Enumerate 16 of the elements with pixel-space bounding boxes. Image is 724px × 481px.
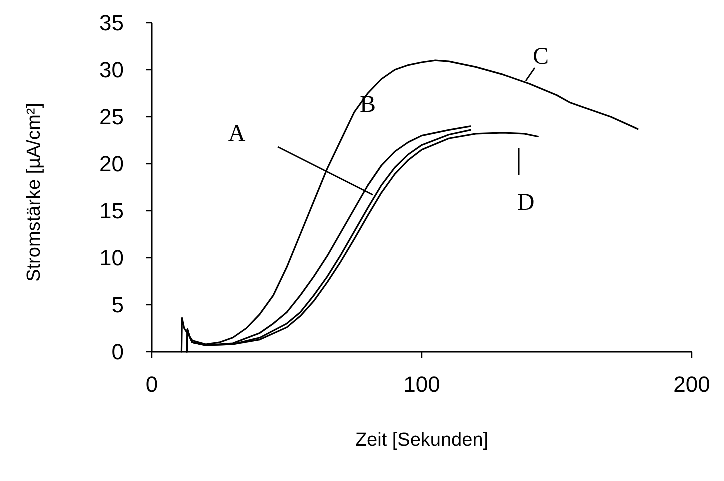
y-tick-label: 0 [112, 340, 124, 365]
y-tick-label: 15 [100, 198, 124, 224]
y-axis-title: Stromstärke [µA/cm²] [24, 103, 45, 282]
annotation: A [228, 121, 246, 147]
annotation: C [532, 44, 550, 70]
x-tick-label: 100 [404, 372, 440, 397]
y-tick-label: 35 [100, 10, 124, 36]
y-tick-label: 5 [112, 292, 124, 318]
y-tick-label: 25 [100, 104, 124, 130]
x-tick-label: 200 [674, 372, 710, 397]
x-axis-title: Zeit [Sekunden] [355, 430, 489, 451]
y-tick-label: 30 [100, 58, 124, 83]
y-tick-label: 10 [100, 246, 124, 271]
y-tick-label: 20 [100, 152, 124, 177]
x-tick-label: 0 [146, 372, 158, 397]
annotation: D [517, 190, 535, 216]
